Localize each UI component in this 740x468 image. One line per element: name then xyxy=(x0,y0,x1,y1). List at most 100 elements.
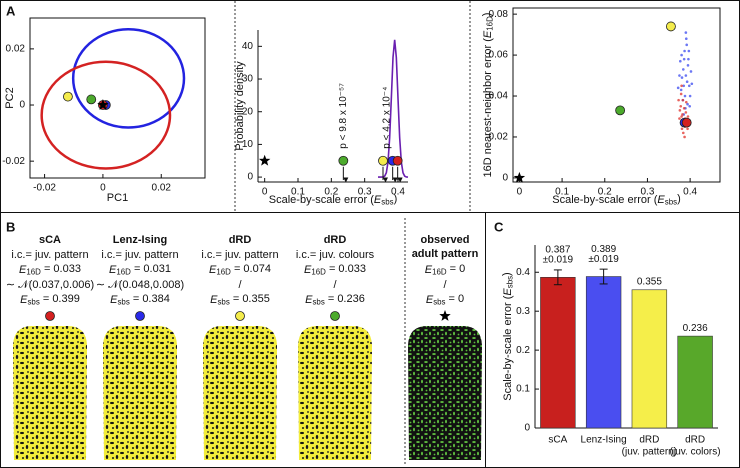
column-title: sCA xyxy=(39,234,61,246)
esbs: Esbs = 0 xyxy=(426,293,464,306)
text-part: = 0.236 xyxy=(325,293,365,305)
column-title: adult pattern xyxy=(412,248,479,260)
star-marker xyxy=(258,154,271,166)
dot xyxy=(679,59,682,63)
bar xyxy=(540,277,576,429)
point xyxy=(681,117,692,128)
text-part: ) xyxy=(677,193,681,205)
dot xyxy=(682,107,686,110)
x-tick-label: 0.1 xyxy=(555,187,569,198)
text-part: = 0.033 xyxy=(326,263,366,275)
y-tick-label: 0.08 xyxy=(489,9,509,20)
dot xyxy=(678,117,681,120)
text-part: 16D xyxy=(432,267,447,276)
dot xyxy=(686,102,689,106)
x-tick-label: (juv. pattern) xyxy=(622,447,677,458)
e16d: E16D = 0.074 xyxy=(209,263,271,276)
dot xyxy=(682,57,686,61)
dot xyxy=(684,111,688,114)
bar xyxy=(677,335,713,429)
text-part: 16D nearest-neighbor error ( xyxy=(482,38,494,178)
annotation: p < 4.2 x 10⁻⁴ xyxy=(382,87,393,149)
point xyxy=(338,155,349,166)
text-part: E xyxy=(374,194,382,206)
text-part: = 0.384 xyxy=(130,293,170,305)
panel-label: B xyxy=(6,219,15,234)
dot xyxy=(680,127,684,131)
dot xyxy=(687,84,691,88)
initial-condition: i.c.= juv. pattern xyxy=(101,249,178,261)
x-tick-label: 0.02 xyxy=(152,183,172,194)
text-part: = 0.355 xyxy=(230,293,270,305)
x-axis-label: Scale-by-scale error (Esbs) xyxy=(269,193,397,206)
distribution: / xyxy=(443,279,447,291)
text-part: E xyxy=(305,294,313,306)
text-part: E xyxy=(110,294,118,306)
x-tick-label: 0 xyxy=(100,183,106,194)
dot xyxy=(683,135,686,139)
dot xyxy=(681,68,685,71)
text-part: E xyxy=(425,264,433,276)
star-marker xyxy=(439,310,451,321)
y-tick-label: 20 xyxy=(242,106,254,117)
value-label: 0.389 xyxy=(591,244,616,255)
esbs: Esbs = 0.355 xyxy=(210,293,270,306)
dot xyxy=(684,31,688,34)
error-label: ±0.019 xyxy=(588,254,619,265)
pattern-image xyxy=(408,326,482,460)
x-tick-label: 0.2 xyxy=(598,187,612,198)
text-part: 16D xyxy=(216,267,231,276)
x-tick-label: 0.3 xyxy=(358,187,372,198)
panel-label: A xyxy=(6,3,16,18)
y-tick-label: 30 xyxy=(242,74,254,85)
dot xyxy=(680,53,683,57)
text-part: ) xyxy=(481,13,493,17)
point xyxy=(615,105,626,116)
text-part: ) xyxy=(501,272,513,276)
text-part: 16D xyxy=(311,267,326,276)
x-tick-label: -0.02 xyxy=(33,183,56,194)
text-part: sbs xyxy=(665,197,677,206)
text-part: E xyxy=(502,288,514,296)
dot xyxy=(685,43,689,47)
x-tick-label: 0.3 xyxy=(640,187,654,198)
dot xyxy=(676,86,680,90)
dot xyxy=(681,113,684,116)
e16d: E16D = 0.033 xyxy=(304,263,366,276)
e16d: E16D = 0.033 xyxy=(19,263,81,276)
text-part: Scale-by-scale error ( xyxy=(552,194,657,206)
dot xyxy=(686,127,689,131)
panel-label: C xyxy=(494,219,504,234)
dot xyxy=(680,115,683,118)
x-tick-label: 0.4 xyxy=(683,187,697,198)
dot xyxy=(684,74,688,77)
x-tick-label: sCA xyxy=(548,435,567,446)
text-part: = 0 xyxy=(446,293,465,305)
x-axis-label: Scale-by-scale error (Esbs) xyxy=(552,193,680,206)
e16d: E16D = 0.031 xyxy=(109,263,171,276)
point xyxy=(63,91,73,102)
y-tick-label: 0.02 xyxy=(489,132,509,143)
plot-frame xyxy=(29,17,206,179)
initial-condition: i.c.= juv. pattern xyxy=(11,249,88,261)
esbs: Esbs = 0.384 xyxy=(110,293,170,306)
x-axis-label: PC1 xyxy=(107,192,128,204)
value-label: 0.236 xyxy=(683,323,708,334)
point xyxy=(86,94,97,105)
text-part: sbs xyxy=(505,276,514,288)
dot xyxy=(687,49,691,53)
text-part: E xyxy=(482,30,494,38)
x-tick-label: 0 xyxy=(517,187,523,198)
x-tick-label: dRD xyxy=(685,435,705,446)
point xyxy=(135,311,145,321)
text-part: = 0 xyxy=(447,263,466,275)
text-part: E xyxy=(19,264,27,276)
y-tick-label: 0 xyxy=(524,423,530,434)
dot xyxy=(686,64,690,67)
point xyxy=(666,21,676,32)
text-part: E xyxy=(657,194,665,206)
x-tick-label: 0.1 xyxy=(291,187,305,198)
pattern-image xyxy=(203,326,277,460)
value-label: 0.387 xyxy=(545,245,570,256)
